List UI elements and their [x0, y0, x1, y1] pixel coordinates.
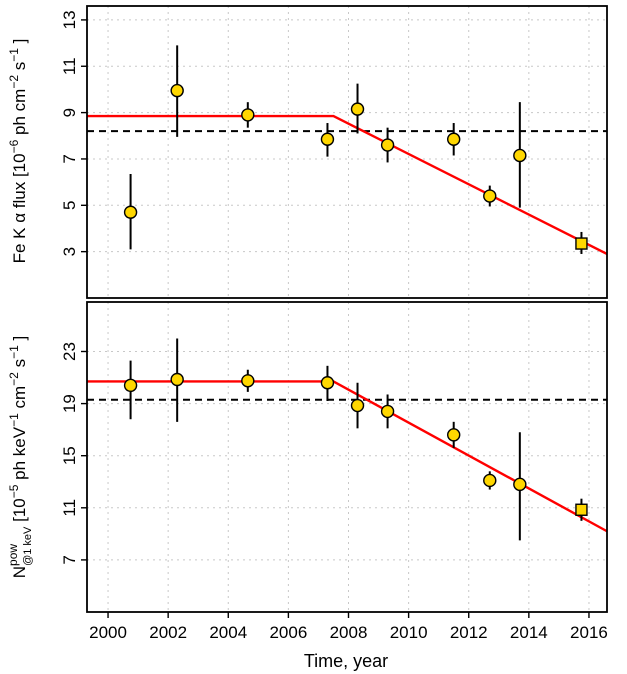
- data-point: [170, 372, 184, 387]
- y-tick-label: 3: [60, 247, 79, 256]
- data-point: [350, 102, 365, 116]
- bottom-ylabel-tail1: cm: [10, 386, 29, 413]
- data-point: [123, 205, 138, 219]
- x-tick-label: 2016: [570, 623, 608, 642]
- x-tick-label: 2010: [390, 623, 428, 642]
- bottom-ylabel-bracket: [10: [10, 498, 29, 526]
- y-tick-label: 11: [60, 499, 79, 517]
- data-point: [380, 138, 395, 152]
- bottom-ylabel-exp4: −1: [7, 345, 21, 359]
- data-point: [320, 132, 335, 146]
- bottom-ylabel-sup: pow: [6, 544, 20, 566]
- y-tick-label: 23: [60, 342, 79, 361]
- top-y-axis-label: Fe K α flux [10−6 ph cm−2 s−1 ]: [7, 39, 29, 264]
- x-tick-label: 2014: [510, 623, 548, 642]
- top-model-line: [87, 114, 608, 256]
- y-tick-label: 5: [60, 201, 79, 210]
- data-point: [447, 428, 461, 442]
- data-point: [513, 477, 527, 492]
- bottom-ylabel-sub: @1 keV: [22, 526, 34, 566]
- x-tick-label: 2008: [330, 623, 368, 642]
- x-tick-label: 2004: [209, 623, 247, 642]
- top-ylabel-exp2: −2: [7, 75, 21, 89]
- top-grid: [87, 6, 607, 298]
- data-point: [320, 376, 335, 390]
- bottom-plot-frame: [86, 301, 608, 613]
- bottom-ylabel-exp2: −1: [7, 413, 21, 427]
- data-point: [483, 473, 497, 488]
- data-point: [350, 398, 365, 413]
- top-y-ticks: 3 5 7 9 11 13: [60, 10, 87, 256]
- top-panel: 3 5 7 9 11 13 Fe K α flux [10−6 ph cm−2 s−1 ]: [7, 5, 608, 299]
- data-point-square: [575, 237, 588, 250]
- bottom-ylabel-tail2: s: [10, 359, 29, 372]
- top-ylabel-exp1: −6: [7, 139, 21, 153]
- bottom-grid: [87, 302, 607, 612]
- bottom-ylabel-n: N: [10, 566, 29, 578]
- x-tick-label: 2012: [450, 623, 488, 642]
- data-point: [483, 189, 497, 203]
- bottom-y-ticks: 7 11 15 19 23: [60, 342, 87, 565]
- data-point: [241, 108, 255, 122]
- y-tick-label: 19: [60, 394, 79, 413]
- bottom-ylabel-exp1: −5: [7, 484, 21, 498]
- top-ylabel-exp3: −1: [7, 48, 21, 62]
- bottom-ylabel-exp3: −2: [7, 372, 21, 386]
- y-tick-label: 9: [60, 108, 79, 117]
- data-point: [447, 132, 461, 146]
- top-ylabel-main: Fe K α flux [10: [10, 153, 29, 263]
- bottom-ylabel-tail3: ]: [10, 336, 29, 345]
- data-point: [170, 83, 184, 98]
- top-ylabel-tail1: s: [10, 62, 29, 75]
- y-tick-label: 7: [60, 154, 79, 163]
- x-axis-label: Time, year: [304, 651, 388, 671]
- x-tick-label: 2006: [269, 623, 307, 642]
- x-tick-label: 2000: [89, 623, 127, 642]
- y-tick-label: 13: [60, 10, 79, 29]
- data-point: [123, 378, 138, 393]
- y-tick-label: 15: [60, 446, 79, 465]
- bottom-x-ticks: 2000 2002 2004 2006 2008 2010 2012 2014 2016: [89, 612, 608, 642]
- bottom-data-points: [123, 338, 588, 541]
- top-data-points: [123, 45, 588, 254]
- top-plot-frame: [86, 5, 608, 299]
- top-ylabel-mid: ph cm: [10, 89, 29, 140]
- x-tick-label: 2002: [149, 623, 187, 642]
- data-point: [241, 374, 255, 388]
- y-tick-label: 7: [60, 555, 79, 564]
- data-point-square: [575, 503, 588, 516]
- data-point: [380, 404, 395, 419]
- data-point: [513, 148, 527, 163]
- top-ylabel-tail2: ]: [10, 39, 29, 48]
- y-tick-label: 11: [60, 57, 79, 75]
- bottom-ylabel-mid: ph keV: [10, 426, 29, 484]
- bottom-y-axis-label: Npow @1 keV [10−5 ph keV−1 cm−2 s−1 ]: [6, 336, 34, 578]
